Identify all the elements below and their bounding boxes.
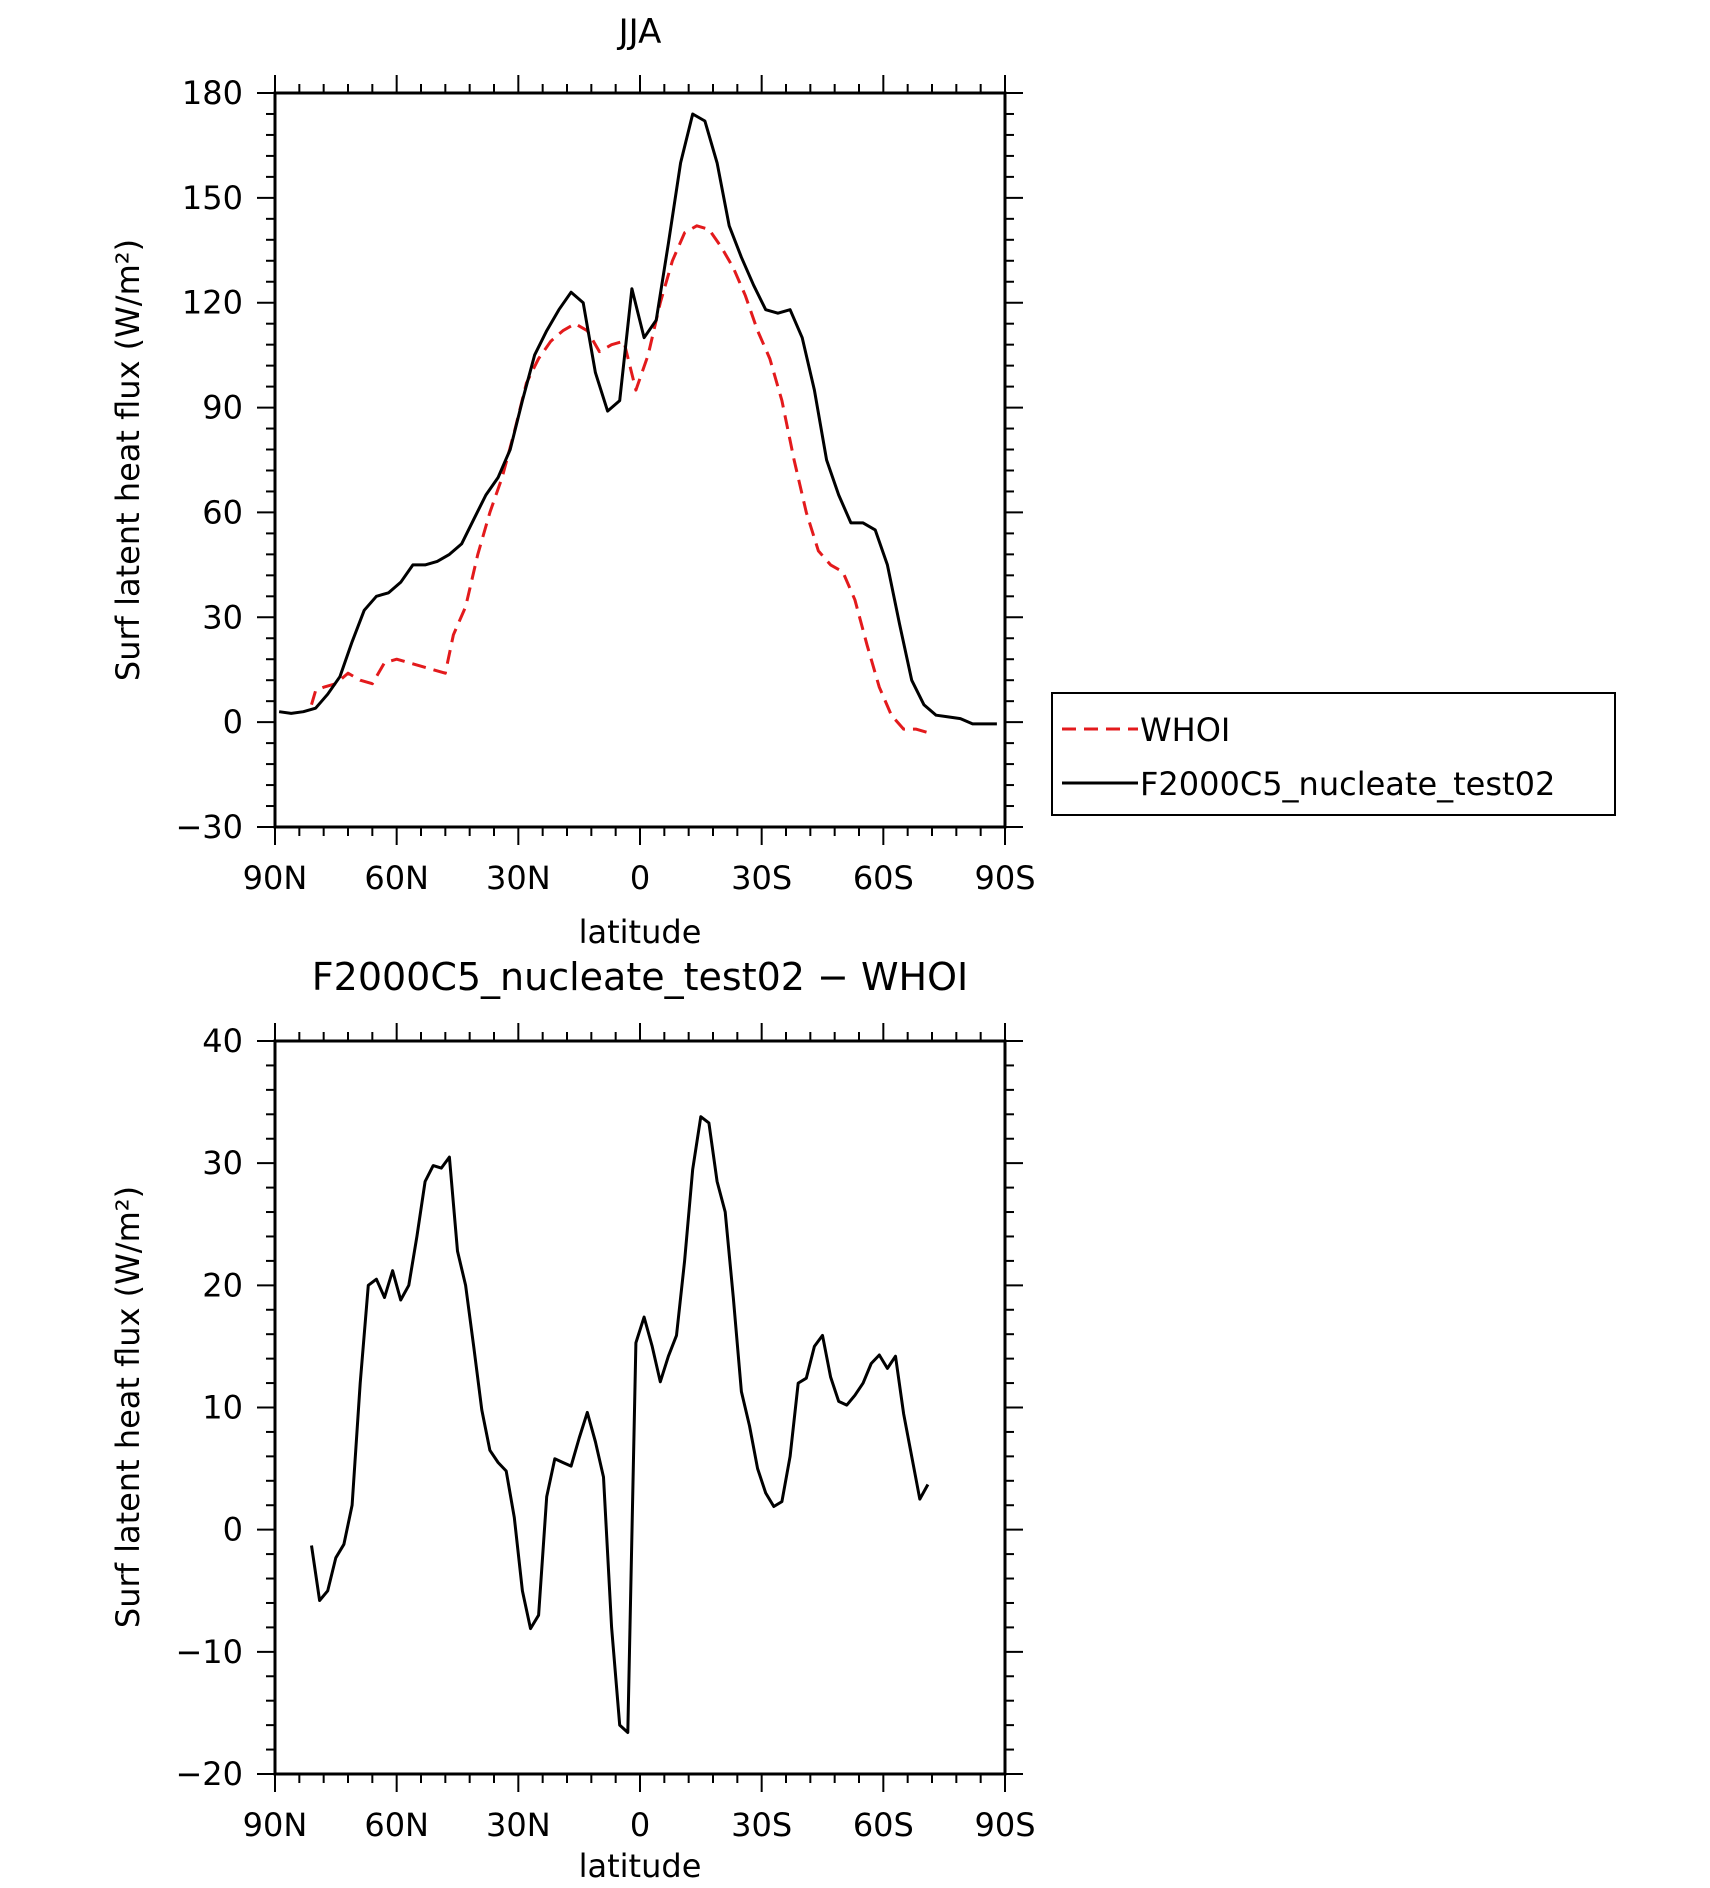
x-tick-label: 30S: [731, 1806, 792, 1844]
y-tick-label: 60: [202, 493, 243, 531]
y-tick-label: −10: [175, 1633, 243, 1671]
bottom-y-axis-label: Surf latent heat flux (W/m²): [109, 1186, 147, 1628]
x-tick-label: 90N: [243, 1806, 308, 1844]
y-tick-label: 30: [202, 598, 243, 636]
y-tick-label: −30: [175, 808, 243, 846]
x-tick-label: 60N: [364, 859, 429, 897]
top-panel-title: JJA: [617, 12, 662, 52]
bottom-panel-series: [310, 1115, 930, 1734]
y-tick-label: 0: [223, 703, 243, 741]
y-tick-label: 180: [182, 74, 243, 112]
y-tick-label: 120: [182, 284, 243, 322]
y-tick-label: 30: [202, 1144, 243, 1182]
legend-label-whoi: WHOI: [1140, 711, 1230, 749]
x-tick-label: 30N: [486, 1806, 551, 1844]
x-tick-label: 90S: [974, 859, 1035, 897]
bottom-panel: F2000C5_nucleate_test02 − WHOI 90N 60N 30N…: [109, 955, 1036, 1885]
x-tick-label: 30N: [486, 859, 551, 897]
top-panel: JJA 90N 60N 30N 0 30S 60S 90S −30 0 30 60 90 120 150 1…: [109, 12, 1616, 951]
top-x-axis-label: latitude: [579, 913, 702, 951]
legend-label-model: F2000C5_nucleate_test02: [1140, 765, 1555, 803]
x-tick-label: 0: [630, 859, 650, 897]
y-tick-label: 10: [202, 1389, 243, 1427]
y-tick-label: 90: [202, 389, 243, 427]
bottom-panel-title: F2000C5_nucleate_test02 − WHOI: [312, 955, 968, 999]
top-panel-ticks: 90N 60N 30N 0 30S 60S 90S −30 0 30 60 90 120 150 180: [175, 74, 1035, 897]
series-line-whoi: [310, 224, 933, 735]
x-tick-label: 30S: [731, 859, 792, 897]
top-plot-frame: [273, 91, 1007, 829]
x-tick-label: 60S: [853, 859, 914, 897]
series-line-difference: [310, 1115, 930, 1734]
x-tick-label: 60N: [364, 1806, 429, 1844]
x-tick-label: 90S: [974, 1806, 1035, 1844]
bottom-x-axis-label: latitude: [579, 1847, 702, 1883]
top-panel-series: [278, 112, 997, 735]
y-tick-label: 40: [202, 1022, 243, 1060]
y-tick-label: 150: [182, 179, 243, 217]
y-tick-label: 20: [202, 1266, 243, 1304]
bottom-panel-ticks: 90N 60N 30N 0 30S 60S 90S −20 −10 0 10 20 30 40: [175, 1022, 1035, 1844]
y-tick-label: −20: [175, 1755, 243, 1793]
series-line-f2000c5-nucleate-test02: [278, 112, 997, 726]
x-tick-label: 0: [630, 1806, 650, 1844]
legend-box: [1051, 692, 1616, 816]
top-y-axis-label: Surf latent heat flux (W/m²): [109, 239, 147, 681]
y-tick-label: 0: [223, 1511, 243, 1549]
bottom-plot-frame: [273, 1039, 1007, 1776]
legend: WHOI F2000C5_nucleate_test02: [1051, 692, 1616, 816]
x-tick-label: 60S: [853, 1806, 914, 1844]
x-tick-label: 90N: [243, 859, 308, 897]
